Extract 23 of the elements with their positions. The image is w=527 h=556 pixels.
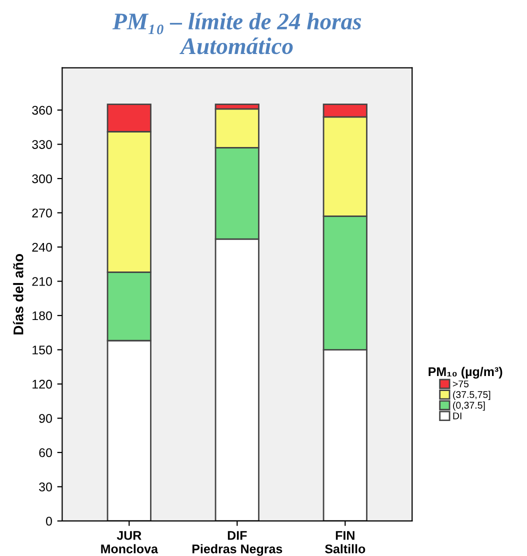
y-tick-label: 300 (32, 174, 52, 184)
y-tick-label: 180 (32, 311, 52, 320)
legend-label: (0,37.5] (453, 402, 485, 411)
chart-title: PM₁₀ – límite de 24 horas Automático (112, 12, 362, 54)
x-tick-label: DIF Piedras Negras (192, 531, 282, 556)
legend-label: (37.5,75] (453, 390, 490, 400)
y-tick-label: 150 (32, 346, 52, 354)
y-tick-label: 270 (32, 208, 52, 218)
x-tick-label: JUR Monclova (101, 531, 158, 554)
legend-label: >75 (452, 380, 469, 388)
y-tick-label: 120 (32, 380, 52, 389)
y-tick-label: 0 (46, 516, 52, 526)
legend-title: PM₁₀ (µg/m³) (428, 366, 502, 379)
y-axis-title: Días del año (12, 254, 24, 334)
y-tick-label: 30 (39, 482, 52, 492)
y-tick-label: 90 (39, 414, 52, 423)
y-tick-label: 360 (32, 106, 52, 115)
x-tick-label: FIN Saltillo (325, 531, 366, 554)
y-tick-label: 60 (39, 448, 52, 458)
y-tick-label: 210 (32, 277, 52, 286)
y-tick-label: 240 (32, 242, 52, 252)
legend-label: DI (453, 412, 462, 420)
y-tick-label: 330 (32, 140, 52, 149)
